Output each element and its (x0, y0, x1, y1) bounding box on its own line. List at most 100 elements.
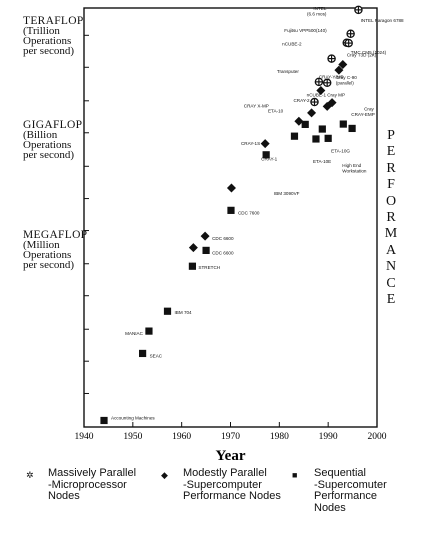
point-label: CDC 7600 (238, 210, 260, 215)
point-label-line: CRAY-1 (261, 157, 278, 162)
point-label: CRAY-1 (261, 157, 278, 162)
x-tick-label: 2000 (368, 432, 387, 442)
point-label: CDC 6600 (212, 236, 234, 241)
point-label: IBM 3090VF (274, 191, 300, 196)
point-label: nCUBE-1 (307, 93, 327, 98)
point-label: CDC 6600 (212, 250, 234, 255)
point-label-line: (6.6 mos) (307, 11, 327, 16)
data-point-square (100, 416, 108, 425)
point-label: Cray T3D (2K) (347, 52, 377, 57)
point-label: nCUBE-2 (282, 42, 302, 47)
point-label: STRETCH (198, 265, 220, 270)
side-label-letter: E (386, 292, 396, 308)
chart-marks (100, 5, 363, 425)
point-label-line: IBM 3090VF (274, 191, 300, 196)
data-point-diamond (307, 108, 317, 118)
side-label-letter: R (386, 210, 396, 226)
y-level-line: per second) (23, 45, 75, 57)
point-label-line: CRAY X-MP (244, 103, 269, 108)
data-point-square (163, 307, 172, 315)
y-level-line: (Billion (23, 129, 58, 141)
data-point-diamond (294, 116, 304, 126)
data-point-square (339, 120, 347, 128)
y-level-teraflop: TERAFLOP (Trillion Operations per second… (23, 15, 84, 57)
point-label: CRAY-2 (293, 98, 310, 103)
data-point-square (348, 124, 356, 133)
point-label: IBM 704 (175, 310, 193, 315)
y-level-line: Operations (23, 139, 72, 151)
y-level-title: MEGAFLOP (23, 229, 88, 241)
y-level-line: per second) (23, 149, 75, 161)
data-point-circle-cross (310, 97, 319, 107)
point-label: INTEL (6.6 mos) (307, 6, 327, 16)
y-level-gigaflop: GIGAFLOP (Billion Operations per second) (23, 119, 83, 161)
x-tick-label: 1980 (270, 432, 289, 442)
y-level-megaflop: MEGAFLOP (Million Operations per second) (23, 229, 88, 271)
point-label: CRAY-Y/MP (319, 75, 344, 80)
point-label-line: ETA-10G (331, 148, 350, 153)
data-point-square (202, 246, 210, 254)
point-label: TMC CM5 (1024) (351, 50, 387, 55)
y-level-title: TERAFLOP (23, 15, 84, 27)
point-label-line: Transputer (277, 69, 300, 74)
point-label: CRAY X-MP (244, 103, 269, 108)
data-point-square (324, 134, 332, 142)
point-label: Cray MP (327, 92, 345, 97)
data-point-circle-cross (346, 29, 355, 39)
point-label: INTEL Paragon 6788 (361, 18, 404, 23)
side-label-letter: F (387, 177, 395, 193)
y-level-line: (Trillion (23, 25, 60, 37)
legend-label: Modestly Parallel -Supercomputer Perform… (183, 467, 281, 502)
point-label: Cray C-90 (parallel) (336, 75, 357, 85)
point-label-line: Workstation (342, 168, 367, 173)
point-label: Fujitsu VPP500(140) (284, 28, 327, 33)
data-point-circle-cross (314, 77, 324, 87)
point-label: ETA-10G (331, 148, 350, 153)
data-point-diamond (200, 231, 210, 241)
point-label-line: Fujitsu VPP500(140) (284, 28, 327, 33)
point-label: Cray (364, 106, 374, 111)
point-label-line: CRAY-Y/MP (319, 75, 344, 80)
x-axis-title: Year (216, 448, 246, 464)
point-label-line: CRAY-EMP (351, 112, 374, 117)
side-label-letter: C (386, 275, 396, 291)
data-point-diamond (334, 65, 344, 75)
point-label: ETA-10E (313, 159, 331, 164)
point-label-line: Accounting Machines (111, 415, 155, 420)
point-label-line: CDC 6600 (212, 236, 234, 241)
point-label-line: TMC CM5 (1024) (351, 50, 387, 55)
x-tick-label: 1950 (123, 432, 142, 442)
point-label: CRAY-EMP (351, 112, 374, 117)
data-point-diamond (226, 183, 236, 193)
data-point-square (262, 151, 270, 159)
point-label-line: nCUBE-1 (307, 93, 327, 98)
x-tick-label: 1990 (319, 432, 338, 442)
data-point-square (312, 135, 320, 143)
side-label-letter: N (385, 259, 397, 275)
point-label-line: MANIAC (125, 331, 144, 336)
data-point-square (188, 262, 197, 270)
point-label-line: STRETCH (198, 265, 220, 270)
diamond-marker-icon: ◆ (161, 470, 168, 480)
data-point-square (318, 125, 326, 133)
point-label-line: IBM 704 (175, 310, 193, 315)
data-point-diamond (188, 243, 198, 253)
point-label-line: CDC 7600 (238, 210, 260, 215)
point-label: Accounting Machines (111, 415, 155, 420)
point-label: SEAC (150, 353, 163, 358)
data-point-square (290, 132, 299, 140)
chart-point-labels: INTEL (6.6 mos) INTEL Paragon 6788 TMC CM5 … (111, 6, 404, 421)
data-point-circle-cross (354, 5, 363, 15)
x-tick-label: 1970 (221, 432, 240, 442)
chart-axes: 1940 1950 1960 1970 1980 1990 2000 Year (75, 7, 387, 464)
y-level-line: Operations (23, 249, 72, 261)
y-level-line: per second) (23, 259, 75, 271)
point-label: ETA-10 (268, 108, 284, 113)
side-label-letter: A (385, 242, 397, 258)
point-label-line: SEAC (150, 353, 163, 358)
point-label-line: INTEL (313, 6, 326, 11)
square-marker-icon: ■ (292, 470, 298, 480)
point-label-line: High End (342, 163, 361, 168)
y-level-title: GIGAFLOP (23, 119, 83, 131)
